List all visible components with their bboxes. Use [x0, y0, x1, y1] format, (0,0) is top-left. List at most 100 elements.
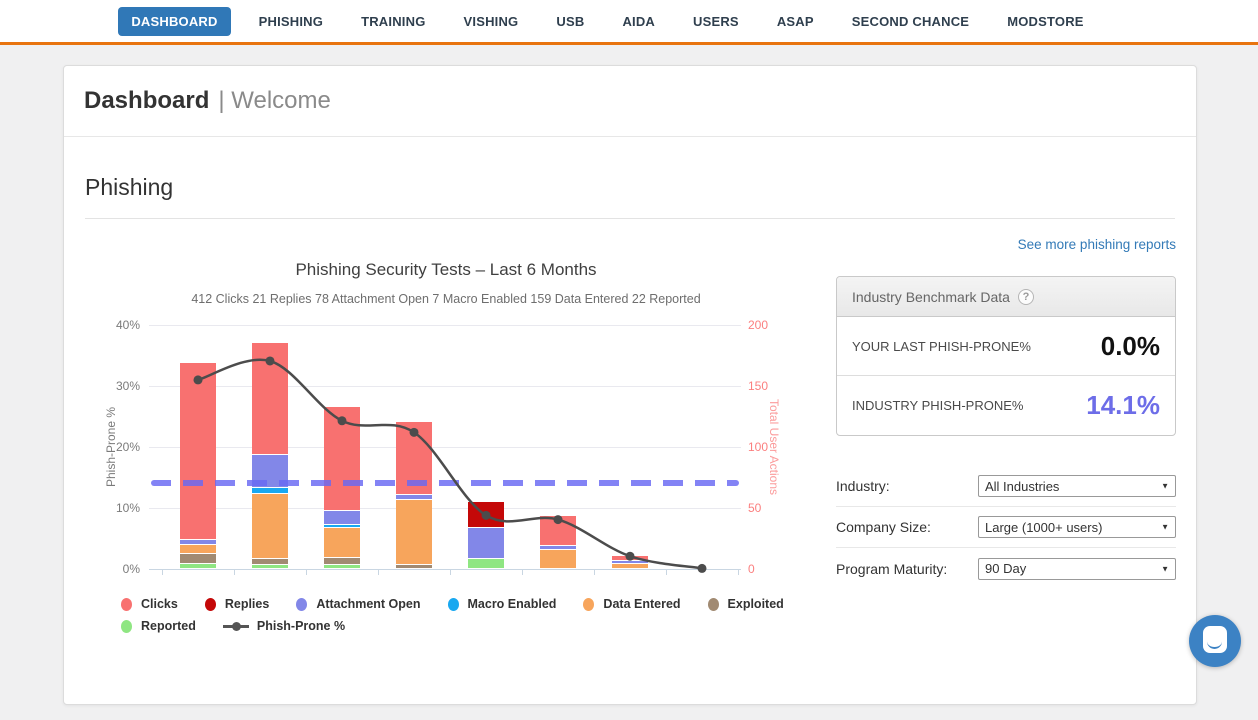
x-axis-tick: [738, 570, 739, 575]
legend-row: Reported Phish-Prone %: [121, 619, 789, 633]
chat-bubble-icon: [1203, 625, 1227, 653]
nav-tab-aida[interactable]: AIDA: [622, 13, 656, 29]
legend-swatch-clicks: [121, 597, 132, 611]
nav-tab-modstore[interactable]: MODSTORE: [1007, 13, 1084, 29]
help-icon[interactable]: ?: [1017, 288, 1034, 305]
y-axis-tick-left: 10%: [115, 501, 140, 515]
gridline: [149, 325, 741, 326]
bar-segment-clicks: [180, 362, 216, 540]
benchmark-row-industry-phish-prone: INDUSTRY PHISH-PRONE% 14.1%: [837, 376, 1175, 435]
legend-item-data-entered[interactable]: Data Entered: [583, 597, 681, 611]
legend-item-phish-prone[interactable]: Phish-Prone %: [222, 619, 346, 633]
bar-segment-attachment-open: [180, 539, 216, 546]
chart-legend: Clicks Replies Attachment Open Macro Enable…: [121, 597, 789, 641]
bar-segment-attachment-open: [324, 511, 360, 526]
line-point: [265, 356, 275, 366]
phish-prone-line: [193, 356, 707, 573]
nav-tabs: DASHBOARD PHISHING TRAINING VISHING USB AIDA U…: [109, 6, 1102, 36]
phishing-section-content: Phishing Security Tests – Last 6 Months …: [85, 220, 1176, 720]
gridline: [149, 386, 741, 387]
bar-segment-reported: [180, 564, 216, 569]
nav-tab-asap[interactable]: ASAP: [776, 13, 814, 29]
card-header: Dashboard | Welcome: [64, 66, 1196, 137]
y-axis-tick-left: 20%: [115, 440, 140, 454]
bar-segment-data-entered: [612, 563, 648, 569]
see-more-phishing-reports-link[interactable]: See more phishing reports: [1017, 237, 1176, 252]
filter-row-industry: Industry: All Industries ▼: [836, 466, 1176, 507]
legend-item-reported[interactable]: Reported: [121, 619, 196, 633]
nav-tab-second-chance[interactable]: SECOND CHANCE: [851, 13, 970, 29]
y-axis-tick-right: 200: [748, 318, 769, 332]
x-axis-baseline: [149, 569, 741, 570]
nav-tab-usb[interactable]: USB: [556, 13, 585, 29]
filter-label: Program Maturity:: [836, 560, 948, 577]
nav-tab-vishing[interactable]: VISHING: [463, 13, 519, 29]
bar-segment-data-entered: [540, 550, 576, 569]
phishing-tests-chart: Phishing Security Tests – Last 6 Months …: [96, 256, 796, 656]
company-size-select[interactable]: Large (1000+ users): [978, 516, 1176, 538]
industry-benchmark-panel: Industry Benchmark Data ? YOUR LAST PHIS…: [836, 276, 1176, 436]
legend-item-clicks[interactable]: Clicks: [121, 597, 178, 611]
nav-tab-phishing[interactable]: PHISHING: [258, 13, 324, 29]
bar-segment-exploited: [180, 553, 216, 565]
filter-row-program-maturity: Program Maturity: 90 Day ▼: [836, 548, 1176, 589]
program-maturity-select[interactable]: 90 Day: [978, 557, 1176, 580]
nav-tab-training[interactable]: TRAINING: [361, 13, 426, 29]
y-axis-tick-left: 0%: [122, 562, 140, 576]
legend-item-attachment-open[interactable]: Attachment Open: [296, 597, 421, 611]
nav-tab-dashboard[interactable]: DASHBOARD: [118, 6, 231, 36]
y-axis-tick-right: 0: [748, 562, 755, 576]
y-axis-tick-right: 100: [748, 440, 769, 454]
y-axis-tick-right: 150: [748, 379, 769, 393]
bar-segment-attachment-open: [612, 561, 648, 564]
legend-label: Clicks: [141, 597, 178, 611]
benchmark-row-value: 0.0%: [1100, 330, 1160, 361]
legend-label: Attachment Open: [316, 597, 421, 611]
legend-line-dot: [231, 621, 241, 631]
legend-item-replies[interactable]: Replies: [204, 597, 269, 611]
line-point: [193, 375, 203, 385]
nav-tab-users[interactable]: USERS: [693, 13, 739, 29]
bar-segment-reported: [468, 559, 504, 569]
line-point: [337, 416, 347, 426]
chat-smile-icon: [1207, 641, 1222, 649]
filter-row-company-size: Company Size: Large (1000+ users) ▼: [836, 507, 1176, 548]
x-axis-tick: [162, 570, 163, 575]
x-axis-tick: [378, 570, 379, 575]
bar-segment-exploited: [396, 564, 432, 569]
y-axis-tick-left: 30%: [115, 379, 140, 393]
legend-item-exploited[interactable]: Exploited: [707, 597, 784, 611]
bar-segment-attachment-open: [396, 495, 432, 501]
industry-select[interactable]: All Industries: [978, 475, 1176, 497]
legend-item-macro-enabled[interactable]: Macro Enabled: [447, 597, 556, 611]
legend-swatch-data-entered: [583, 597, 595, 611]
legend-label: Phish-Prone %: [256, 619, 346, 633]
bar-segment-data-entered: [396, 500, 432, 565]
legend-swatch-reported: [121, 619, 132, 633]
y-axis-tick-left: 40%: [115, 318, 140, 332]
bar-segment-attachment-open: [468, 528, 504, 560]
legend-swatch-exploited: [707, 597, 719, 611]
x-axis-tick: [450, 570, 451, 575]
bar-segment-data-entered: [252, 493, 288, 559]
bar-segment-reported: [252, 564, 288, 569]
filter-label: Industry:: [836, 478, 890, 494]
benchmark-filters: Industry: All Industries ▼ Company Size: Lar…: [836, 466, 1176, 589]
dashboard-card: Dashboard | Welcome Phishing Phishing Se…: [63, 65, 1197, 705]
bar-segment-data-entered: [180, 545, 216, 554]
page-title: Dashboard: [84, 87, 210, 114]
bar-segment-data-entered: [324, 527, 360, 559]
legend-label: Exploited: [727, 597, 784, 611]
bar-segment-exploited: [324, 558, 360, 565]
legend-label: Reported: [141, 619, 196, 633]
bar-segment-reported: [324, 564, 360, 569]
page-subtitle: | Welcome: [218, 87, 331, 114]
legend-row: Clicks Replies Attachment Open Macro Enable…: [121, 597, 789, 611]
x-axis-tick: [522, 570, 523, 575]
bar-segment-macro-enabled: [324, 525, 360, 528]
chat-widget-button[interactable]: [1189, 615, 1241, 667]
benchmark-panel-title: Industry Benchmark Data: [852, 288, 1010, 305]
chart-title: Phishing Security Tests – Last 6 Months: [295, 260, 597, 279]
x-axis-tick: [594, 570, 595, 575]
gridline: [149, 447, 741, 448]
